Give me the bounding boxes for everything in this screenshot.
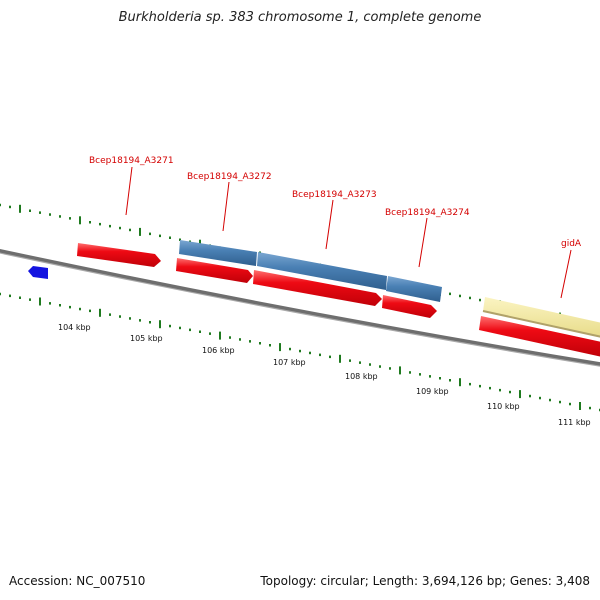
orthologous-block-2 [257,252,387,290]
orthologous-block-1 [179,240,257,266]
blue-feature [28,266,48,279]
accession-text: Accession: NC_007510 [9,574,146,588]
label-leader-a3274 [418,217,428,268]
cds-forward-4 [382,295,437,318]
tick-label-108: 108 kbp [345,372,378,381]
gene-label-a3271: Bcep18194_A3271 [89,156,174,166]
cds-forward-2 [176,258,253,283]
genome-stats-text: Topology: circular; Length: 3,694,126 bp… [260,574,590,588]
map-title: Burkholderia sp. 383 chromosome 1, compl… [118,10,482,25]
rna-feature-gidA [483,297,600,337]
tick-label-107: 107 kbp [273,358,306,367]
tick-label-109: 109 kbp [416,387,449,396]
gene-label-a3274: Bcep18194_A3274 [385,208,470,218]
cds-gidA [479,316,600,357]
gene-label-a3273: Bcep18194_A3273 [292,190,377,200]
tick-label-106: 106 kbp [202,346,235,355]
gene-label-a3272: Bcep18194_A3272 [187,172,272,182]
label-leader-a3273 [325,199,334,250]
cds-forward-3 [253,270,382,306]
label-leader-a3272 [222,181,230,232]
cds-forward-1 [77,243,161,267]
inner-tick-ring [0,292,600,412]
tick-label-111: 111 kbp [558,418,591,427]
label-leader-a3271 [125,166,133,216]
gene-label-gidA: gidA [561,239,582,249]
tick-label-110: 110 kbp [487,402,520,411]
label-leader-gidA [560,249,572,299]
chromosome-backbone [0,249,600,367]
tick-label-105: 105 kbp [130,334,163,343]
orthologous-block-3 [386,276,442,302]
tick-label-104: 104 kbp [58,323,91,332]
